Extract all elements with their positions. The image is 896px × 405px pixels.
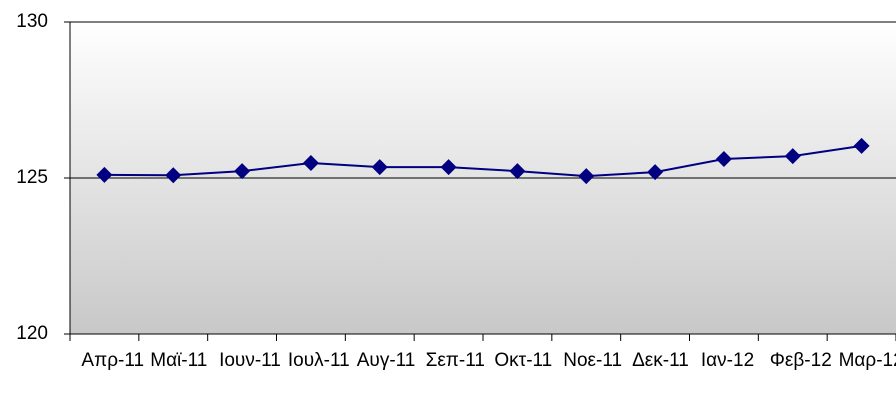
x-tick-label: Φεβ-12	[769, 350, 832, 371]
data-point	[234, 163, 251, 180]
data-point	[302, 155, 319, 172]
x-tick-label: Αυγ-11	[356, 350, 416, 371]
series-line	[104, 144, 862, 178]
x-tick-label: Ιουλ-11	[287, 350, 350, 371]
data-point	[509, 163, 526, 180]
x-tick-label: Σεπ-11	[425, 350, 485, 371]
y-tick-label: 130	[16, 11, 48, 32]
x-tick-label: Νοε-11	[563, 350, 623, 371]
x-tick-label: Μαρ-12	[838, 350, 896, 371]
y-tick-label: 120	[16, 323, 48, 344]
x-tick-label: Μαϊ-11	[150, 350, 208, 371]
data-point	[853, 137, 870, 154]
x-tick-label: Δεκ-11	[632, 350, 689, 371]
data-point	[715, 150, 732, 167]
x-tick-label: Ιουν-11	[219, 350, 281, 371]
x-tick-label: Οκτ-11	[494, 350, 553, 371]
x-tick-label: Απρ-11	[81, 350, 145, 371]
data-point	[165, 167, 182, 184]
data-point	[440, 159, 457, 176]
data-point	[784, 148, 801, 165]
data-point	[647, 164, 664, 181]
x-tick-label: Ιαν-12	[700, 350, 755, 371]
data-point	[578, 168, 595, 185]
y-tick-label: 125	[16, 167, 48, 188]
data-point	[371, 159, 388, 176]
data-point	[96, 166, 113, 183]
